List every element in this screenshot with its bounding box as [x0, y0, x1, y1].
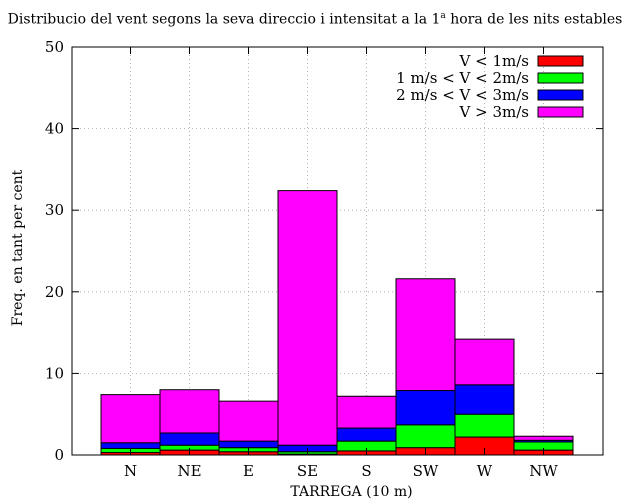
- y-tick-label: 10: [45, 364, 64, 382]
- ticks: 0 10 20 30 40 50 N NE E SE S SW W NW: [45, 38, 603, 480]
- chart-title: Distribucio del vent segons la seva dire…: [7, 11, 623, 28]
- legend: V < 1m/s1 m/s < V < 2m/s2 m/s < V < 3m/s…: [396, 52, 584, 121]
- legend-label: 2 m/s < V < 3m/s: [396, 86, 529, 104]
- bars: [100, 190, 574, 456]
- bar-segment: [218, 440, 279, 449]
- legend-swatch: [537, 72, 584, 84]
- legend-swatch: [537, 89, 584, 101]
- bar-segment: [159, 389, 220, 434]
- bar-segment: [218, 400, 279, 442]
- y-tick-label: 50: [45, 38, 64, 56]
- legend-label: V < 1m/s: [459, 52, 529, 70]
- x-tick-label: SE: [297, 462, 318, 480]
- x-axis-label: TARREGA (10 m): [290, 484, 413, 500]
- x-tick-label: W: [477, 462, 493, 480]
- legend-label: 1 m/s < V < 2m/s: [396, 69, 529, 87]
- bar-segment: [454, 338, 515, 386]
- x-tick-label: SW: [413, 462, 439, 480]
- x-tick-label: S: [361, 462, 371, 480]
- bar-segment: [513, 435, 574, 441]
- y-tick-label: 0: [54, 446, 64, 464]
- x-tick-label: NW: [529, 462, 558, 480]
- bar-segment: [454, 413, 515, 438]
- legend-swatch: [537, 106, 584, 118]
- y-axis-label: Freq. en tant per cent: [10, 169, 26, 327]
- bar-segment: [100, 442, 161, 449]
- plot-frame: [71, 46, 604, 456]
- y-tick-label: 20: [45, 283, 64, 301]
- y-tick-label: 40: [45, 120, 64, 138]
- y-tick-label: 30: [45, 201, 64, 219]
- bar-segment: [336, 395, 397, 429]
- bar-segment: [454, 384, 515, 415]
- bar-segment: [395, 278, 456, 392]
- bar-segment: [395, 424, 456, 449]
- bar-segment: [336, 427, 397, 442]
- legend-label: V > 3m/s: [459, 103, 529, 121]
- legend-swatch: [537, 55, 584, 67]
- bar-segment: [159, 432, 220, 446]
- x-tick-label: E: [243, 462, 254, 480]
- x-tick-label: NE: [177, 462, 201, 480]
- bar-segment: [100, 394, 161, 444]
- bar-segment: [395, 390, 456, 426]
- x-tick-label: N: [124, 462, 137, 480]
- bar-segment: [277, 190, 338, 446]
